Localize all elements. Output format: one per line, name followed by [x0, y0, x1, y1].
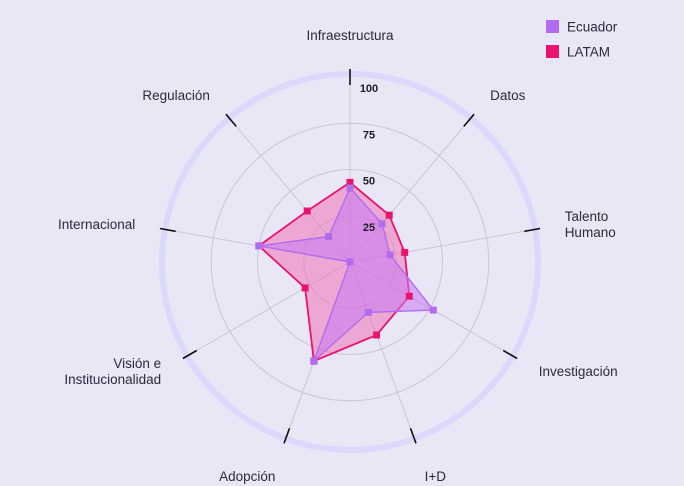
legend-swatch	[546, 45, 559, 58]
tick-label: 25	[363, 222, 375, 234]
data-point-latam	[373, 331, 381, 339]
axis-tick-mark	[524, 227, 541, 233]
axis-label-line: Adopción	[219, 469, 275, 484]
legend: Ecuador LATAM	[546, 20, 618, 60]
legend-label: Ecuador	[567, 20, 618, 35]
axis-tick-mark	[159, 227, 176, 233]
axis-label-line: I+D	[425, 469, 447, 484]
radar-series-points	[255, 178, 437, 365]
axis-label: Regulación	[142, 88, 210, 103]
data-point-latam	[346, 178, 354, 186]
data-point-ecuador	[378, 220, 386, 228]
axis-label-line: Internacional	[58, 217, 135, 232]
axis-label-line: Talento	[565, 209, 609, 224]
data-point-ecuador	[346, 258, 354, 266]
data-point-latam	[301, 284, 309, 292]
axis-tick-mark	[502, 349, 518, 360]
radar-tick-labels: 25 50 75 100	[360, 83, 378, 234]
axis-tick-mark	[182, 349, 198, 360]
axis-label: Internacional	[58, 217, 135, 232]
radar-axis-labels: Infraestructura Datos Talento Humano Investi…	[58, 28, 618, 484]
axis-label: Investigación	[539, 364, 618, 379]
axis-label: Visión e Institucionalidad	[64, 356, 161, 387]
data-point-latam	[385, 211, 393, 219]
tick-label: 75	[363, 129, 375, 141]
data-point-latam	[303, 207, 311, 215]
axis-label-line: Institucionalidad	[64, 372, 161, 387]
tick-label: 50	[363, 176, 375, 188]
legend-swatch	[546, 20, 559, 33]
axis-label: I+D	[425, 469, 447, 484]
axis-label: Talento Humano	[565, 209, 616, 240]
data-point-ecuador	[255, 242, 263, 250]
axis-label: Datos	[490, 88, 526, 103]
tick-label: 100	[360, 83, 378, 95]
data-point-ecuador	[364, 308, 372, 316]
data-point-ecuador	[429, 306, 437, 314]
legend-label: LATAM	[567, 45, 610, 60]
data-point-ecuador	[346, 184, 354, 192]
axis-tick-mark	[283, 428, 291, 444]
series-area-ecuador	[258, 187, 434, 362]
axis-tick-mark	[225, 113, 237, 127]
data-point-ecuador	[310, 357, 318, 365]
axis-tick-mark	[463, 113, 475, 127]
axis-label-line: Datos	[490, 88, 526, 103]
radar-series-areas	[257, 181, 434, 363]
data-point-latam	[405, 292, 413, 300]
axis-label-line: Investigación	[539, 364, 618, 379]
data-point-ecuador	[325, 233, 333, 240]
axis-label-line: Infraestructura	[306, 28, 394, 43]
axis-label-line: Humano	[565, 225, 616, 240]
axis-label: Adopción	[219, 469, 275, 484]
data-point-latam	[401, 248, 409, 256]
data-point-ecuador	[386, 251, 394, 259]
axis-tick-mark	[409, 428, 417, 444]
axis-label-line: Regulación	[142, 88, 210, 103]
axis-label: Infraestructura	[306, 28, 394, 43]
axis-label-line: Visión e	[113, 356, 161, 371]
